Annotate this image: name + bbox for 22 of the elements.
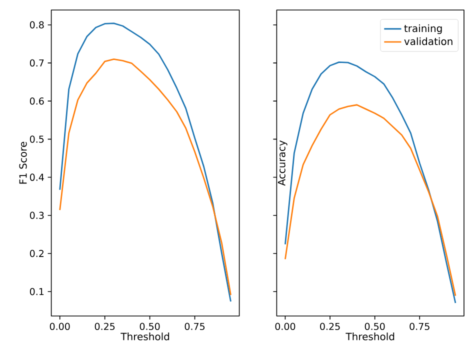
x-tick-label: 0.50 — [364, 322, 385, 330]
y-axis-title: Accuracy — [278, 140, 288, 186]
x-tick-label: 0.50 — [140, 322, 160, 330]
y-tick-label: 0.8 — [30, 21, 44, 28]
y-axis-title: F1 Score — [19, 142, 27, 184]
x-tick-label: 0.75 — [184, 322, 205, 330]
y-tick-label: 0.7 — [30, 59, 44, 67]
y-tick-label: 0.6 — [30, 97, 44, 105]
legend-label: validation — [404, 37, 452, 46]
x-axis-title: Threshold — [346, 332, 394, 340]
x-tick-label: 0.25 — [94, 322, 115, 330]
x-tick-label: 0.25 — [320, 322, 340, 330]
y-tick-label: 0.4 — [30, 174, 44, 181]
x-tick-label: 0.00 — [50, 322, 70, 330]
legend-label: training — [404, 24, 442, 34]
y-tick-label: 0.2 — [30, 250, 44, 258]
x-axis-title: Threshold — [120, 332, 170, 340]
y-tick-label: 0.3 — [30, 212, 44, 219]
x-tick-label: 0.00 — [275, 322, 296, 330]
y-tick-label: 0.5 — [30, 136, 44, 143]
x-tick-label: 0.75 — [410, 322, 430, 330]
y-tick-label: 0.1 — [30, 288, 44, 296]
